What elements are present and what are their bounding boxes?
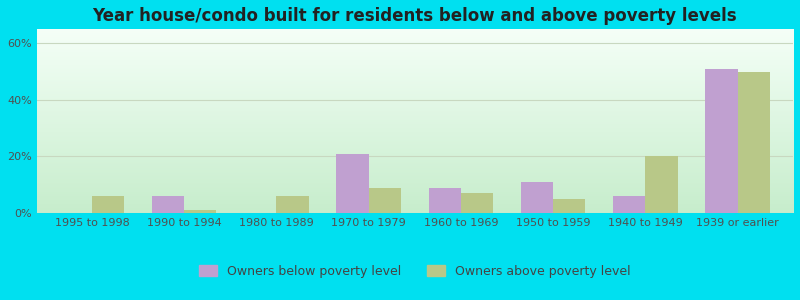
- Bar: [277, 196, 309, 213]
- Bar: [369, 188, 401, 213]
- Title: Year house/condo built for residents below and above poverty levels: Year house/condo built for residents bel…: [93, 7, 737, 25]
- Bar: [706, 69, 738, 213]
- Bar: [646, 157, 678, 213]
- Legend: Owners below poverty level, Owners above poverty level: Owners below poverty level, Owners above…: [194, 260, 636, 283]
- Bar: [92, 196, 124, 213]
- Bar: [429, 188, 461, 213]
- Bar: [613, 196, 646, 213]
- Bar: [461, 193, 494, 213]
- Bar: [336, 154, 369, 213]
- Bar: [521, 182, 553, 213]
- Bar: [184, 210, 217, 213]
- Bar: [152, 196, 184, 213]
- Bar: [553, 199, 586, 213]
- Bar: [738, 72, 770, 213]
